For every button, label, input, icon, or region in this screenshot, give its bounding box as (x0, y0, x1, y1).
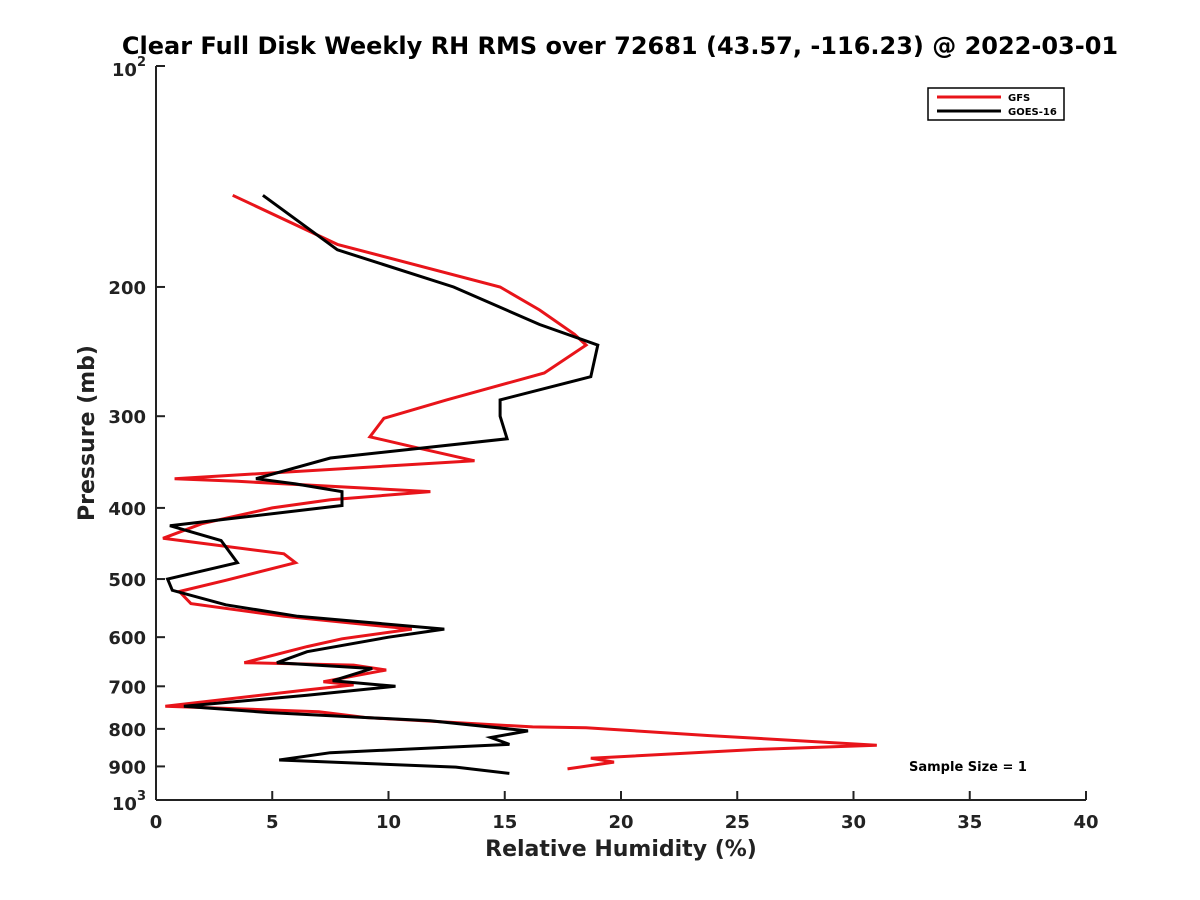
x-axis-ticks: 0 5 10 15 20 25 30 35 40 (150, 791, 1099, 833)
series-group (162, 193, 877, 775)
y-tick-label-8: 900 (108, 757, 146, 778)
y-tick-exponent-0: 2 (137, 55, 146, 70)
x-tick-label-3: 15 (492, 812, 517, 833)
y-tick-label-5: 600 (108, 628, 146, 649)
x-axis-label: Relative Humidity (%) (485, 837, 757, 862)
y-tick-label-7: 800 (108, 720, 146, 741)
y-tick-label-4: 500 (108, 570, 146, 591)
legend-label-goes16: GOES-16 (1008, 107, 1057, 118)
x-tick-label-7: 35 (957, 812, 982, 833)
legend-box (927, 87, 1065, 121)
sample-size-annotation: Sample Size = 1 (909, 760, 1027, 775)
plot-area: 0 5 10 15 20 25 30 35 40 10220030040050060070080… (108, 55, 1098, 833)
y-tick-label-2: 300 (108, 407, 146, 428)
legend-label-gfs: GFS (1008, 93, 1030, 104)
x-tick-label-4: 20 (608, 812, 633, 833)
x-tick-label-5: 25 (725, 812, 750, 833)
x-tick-label-8: 40 (1073, 812, 1098, 833)
x-tick-label-1: 5 (266, 812, 279, 833)
y-tick-exponent-9: 3 (137, 789, 146, 804)
y-tick-label-6: 700 (108, 677, 146, 698)
x-tick-label-0: 0 (150, 812, 163, 833)
x-tick-label-2: 10 (376, 812, 401, 833)
chart-title: Clear Full Disk Weekly RH RMS over 72681… (122, 32, 1118, 60)
x-tick-label-6: 30 (841, 812, 866, 833)
legend: GFS GOES-16 (927, 87, 1065, 121)
y-tick-label-1: 200 (108, 278, 146, 299)
series-line-goes16 (165, 194, 600, 775)
y-tick-label-3: 400 (108, 499, 146, 520)
y-axis-label: Pressure (mb) (75, 345, 100, 521)
